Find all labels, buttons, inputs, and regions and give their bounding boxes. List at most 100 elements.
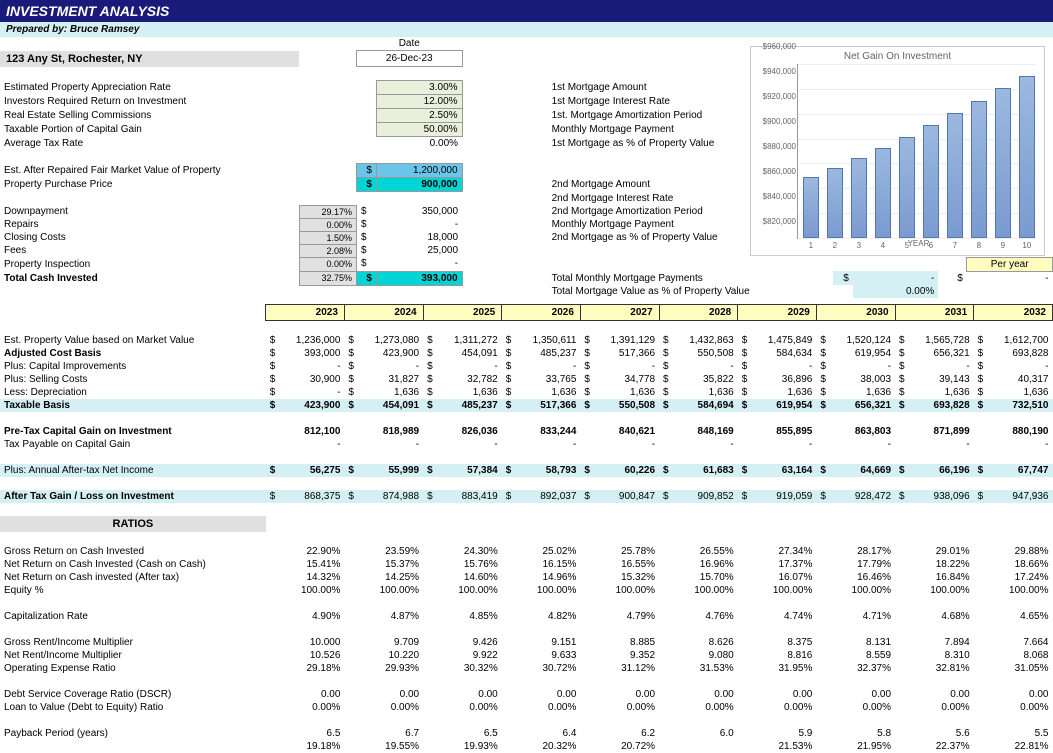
cell: 16.46%	[816, 571, 895, 584]
cell: $-	[266, 386, 345, 399]
label-taxport: Taxable Portion of Capital Gain	[0, 123, 299, 137]
cell: 848,169	[659, 425, 738, 438]
cell: 15.76%	[423, 558, 502, 571]
row-label: Plus: Selling Costs	[0, 373, 223, 386]
year-header: 2023	[266, 305, 345, 321]
projection-table: 2023202420252026202720282029203020312032…	[0, 304, 1053, 753]
cell: 7.664	[974, 636, 1053, 649]
cell: 5.8	[816, 727, 895, 740]
chart-y-label: $820,000	[756, 217, 796, 226]
cell: 0.00	[738, 688, 817, 701]
cell: 27.34%	[738, 545, 817, 558]
cell: $40,317	[974, 373, 1053, 386]
row-label: Less: Depreciation	[0, 386, 223, 399]
cell: 0.00	[816, 688, 895, 701]
cell: 22.37%	[895, 740, 974, 753]
year-header: 2025	[423, 305, 502, 321]
row-label	[0, 740, 223, 753]
cell: 0.00%	[423, 701, 502, 714]
cell: $34,778	[580, 373, 659, 386]
cell: 29.18%	[266, 662, 345, 675]
cell: $883,419	[423, 490, 502, 503]
cell: 31.12%	[580, 662, 659, 675]
pct-repairs: 0.00%	[299, 218, 356, 231]
year-header: 2032	[974, 305, 1053, 321]
cell: 23.59%	[344, 545, 423, 558]
cell: $66,196	[895, 464, 974, 477]
cell: 4.71%	[816, 610, 895, 623]
cell: 8.310	[895, 649, 974, 662]
label-totcash: Total Cash Invested	[0, 271, 299, 285]
cell: 8.131	[816, 636, 895, 649]
chart-y-label: $900,000	[756, 117, 796, 126]
row-label: Pre-Tax Capital Gain on Investment	[0, 425, 223, 438]
val-pprice[interactable]: 900,000	[376, 178, 462, 192]
cell: $874,988	[344, 490, 423, 503]
cell: 29.88%	[974, 545, 1053, 558]
cell: $1,475,849	[738, 334, 817, 347]
cell: 100.00%	[816, 584, 895, 597]
val-taxport[interactable]: 50.00%	[376, 123, 462, 137]
row-label: Plus: Annual After-tax Net Income	[0, 464, 223, 477]
cell: 16.96%	[659, 558, 738, 571]
cell: $656,321	[816, 399, 895, 412]
cell: 8.626	[659, 636, 738, 649]
cell: $1,391,129	[580, 334, 659, 347]
cell: $-	[659, 360, 738, 373]
cell: $1,311,272	[423, 334, 502, 347]
cell: $63,164	[738, 464, 817, 477]
cell: -	[344, 438, 423, 451]
cell: $1,565,728	[895, 334, 974, 347]
cell: $1,636	[816, 386, 895, 399]
date-value: 26-Dec-23	[357, 51, 463, 67]
cell: 32.37%	[816, 662, 895, 675]
val-totpay: -	[853, 271, 939, 285]
row-label: Capitalization Rate	[0, 610, 223, 623]
val-apprec[interactable]: 3.00%	[376, 81, 462, 95]
cell: 18.22%	[895, 558, 974, 571]
cell: 0.00%	[659, 701, 738, 714]
val-recomm[interactable]: 2.50%	[376, 109, 462, 123]
cell	[659, 740, 738, 753]
cell: 9.426	[423, 636, 502, 649]
cell: 15.32%	[580, 571, 659, 584]
cell: 0.00%	[502, 701, 581, 714]
cell: 4.79%	[580, 610, 659, 623]
val-fmv[interactable]: 1,200,000	[376, 164, 462, 178]
label-fmv: Est. After Repaired Fair Market Value of…	[0, 164, 299, 178]
cell: 8.816	[738, 649, 817, 662]
cell: $60,226	[580, 464, 659, 477]
cell: $39,143	[895, 373, 974, 386]
cell: $-	[344, 360, 423, 373]
chart-bar	[899, 137, 915, 238]
year-header: 2031	[895, 305, 974, 321]
year-header: 2028	[659, 305, 738, 321]
cell: $619,954	[738, 399, 817, 412]
row-label: Equity %	[0, 584, 223, 597]
cell: 32.81%	[895, 662, 974, 675]
val-reqret[interactable]: 12.00%	[376, 95, 462, 109]
row-label: Plus: Capital Improvements	[0, 360, 223, 373]
cell: 9.709	[344, 636, 423, 649]
val-totcash: 393,000	[376, 271, 462, 285]
cell: 15.70%	[659, 571, 738, 584]
label-closing: Closing Costs	[0, 231, 299, 244]
cell: $-	[974, 360, 1053, 373]
cell: 6.0	[659, 727, 738, 740]
chart-bar	[875, 148, 891, 238]
year-header: 2026	[502, 305, 581, 321]
cell: $656,321	[895, 347, 974, 360]
cell: 22.90%	[266, 545, 345, 558]
chart-bar	[995, 88, 1011, 238]
cell: 15.37%	[344, 558, 423, 571]
cell: 10.220	[344, 649, 423, 662]
cell: 14.96%	[502, 571, 581, 584]
chart-title: Net Gain On Investment	[755, 51, 1040, 62]
cell: 0.00%	[344, 701, 423, 714]
label-totpay: Total Monthly Mortgage Payments	[548, 271, 833, 285]
chart-bar	[803, 177, 819, 238]
cell: $423,900	[344, 347, 423, 360]
cell: $1,636	[502, 386, 581, 399]
cell: 14.32%	[266, 571, 345, 584]
cell: -	[266, 438, 345, 451]
